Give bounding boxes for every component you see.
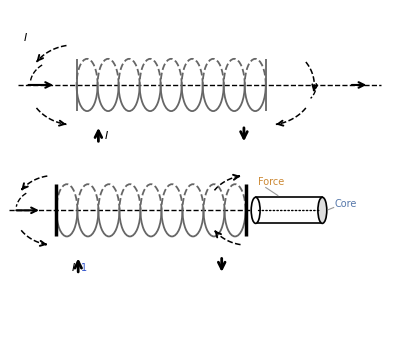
Ellipse shape: [318, 197, 327, 223]
Text: I: I: [24, 33, 27, 44]
Text: I: I: [72, 263, 75, 273]
Ellipse shape: [251, 197, 260, 223]
Text: Force: Force: [258, 177, 284, 187]
Text: I: I: [105, 131, 108, 141]
Text: 1: 1: [81, 263, 88, 273]
Bar: [256, 197, 322, 223]
Text: Core: Core: [335, 199, 357, 209]
